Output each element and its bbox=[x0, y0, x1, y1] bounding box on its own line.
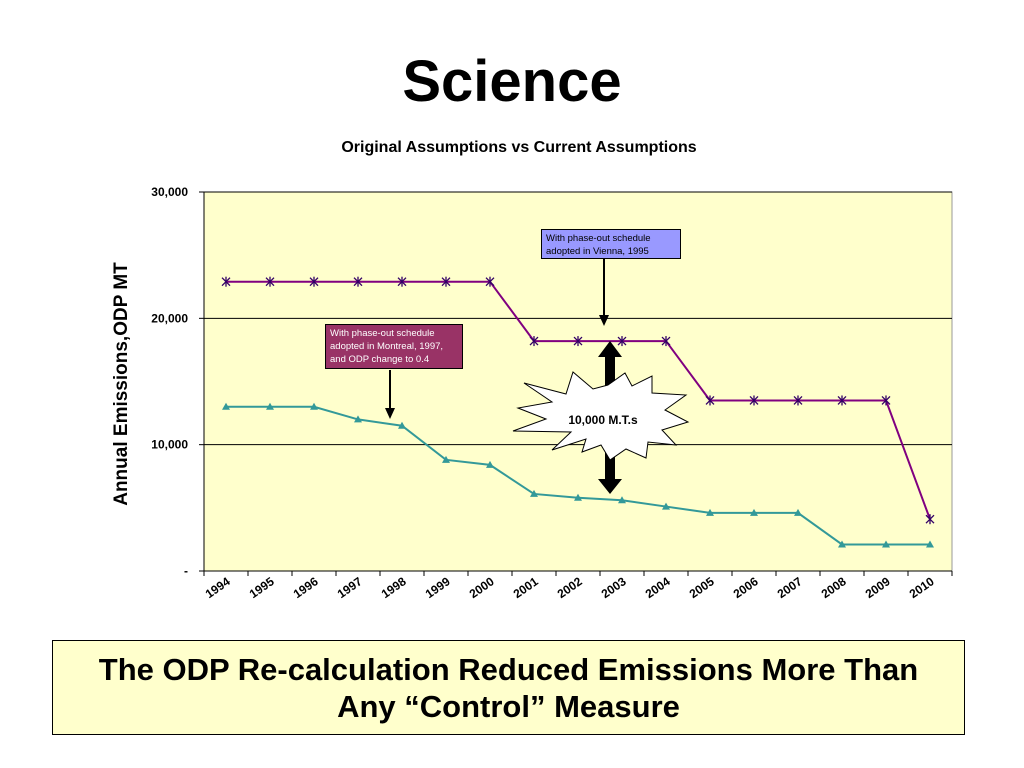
series-0-point-2005 bbox=[705, 395, 715, 406]
series-1-point-2009 bbox=[882, 540, 890, 548]
series-0-point-2009 bbox=[881, 395, 891, 406]
series-0-point-2010 bbox=[925, 514, 935, 525]
series-1-point-1999 bbox=[442, 455, 450, 463]
x-tick-label-2002: 2002 bbox=[555, 574, 585, 601]
x-tick-label-1997: 1997 bbox=[335, 574, 365, 601]
y-tick-label-1: 10,000 bbox=[151, 438, 188, 452]
montreal-arrow bbox=[385, 370, 395, 419]
series-1-point-2004 bbox=[662, 502, 670, 510]
montreal-callout: With phase-out schedule adopted in Montr… bbox=[325, 324, 463, 369]
x-tick-label-2004: 2004 bbox=[643, 574, 673, 601]
x-tick-label-1995: 1995 bbox=[247, 574, 277, 601]
series-lines bbox=[221, 276, 935, 548]
montreal-arrow-head bbox=[385, 408, 395, 419]
series-0-point-2003 bbox=[617, 336, 627, 347]
y-tick-label-3: 30,000 bbox=[151, 185, 188, 199]
series-0-point-1994 bbox=[221, 276, 231, 287]
series-0-point-2000 bbox=[485, 276, 495, 287]
x-tick-label-2006: 2006 bbox=[731, 574, 761, 601]
series-0-point-1996 bbox=[309, 276, 319, 287]
y-tick-label-0: - bbox=[184, 564, 188, 578]
series-0-point-1995 bbox=[265, 276, 275, 287]
series-0-point-2006 bbox=[749, 395, 759, 406]
summary-box: The ODP Re-calculation Reduced Emissions… bbox=[52, 640, 965, 735]
series-1-point-2007 bbox=[794, 508, 802, 516]
gap-arrow-up bbox=[598, 341, 622, 386]
x-tick-label-2000: 2000 bbox=[467, 574, 497, 601]
summary-text: The ODP Re-calculation Reduced Emissions… bbox=[98, 651, 919, 724]
series-0-point-2002 bbox=[573, 336, 583, 347]
emissions-line-chart: Original Assumptions vs Current Assumpti… bbox=[111, 139, 953, 601]
x-tick-label-2008: 2008 bbox=[819, 574, 849, 601]
series-1-point-2006 bbox=[750, 508, 758, 516]
series-1-point-2002 bbox=[574, 493, 582, 501]
series-1-point-2001 bbox=[530, 489, 538, 497]
y-tick-label-2: 20,000 bbox=[151, 311, 188, 325]
series-1-point-2010 bbox=[926, 540, 934, 548]
series-1-point-1995 bbox=[266, 402, 274, 410]
series-0-point-2008 bbox=[837, 395, 847, 406]
y-axis-label: Annual Emissions,ODP MT bbox=[111, 262, 132, 506]
x-tick-label-2001: 2001 bbox=[511, 574, 541, 601]
series-1-point-1996 bbox=[310, 402, 318, 410]
gap-double-arrow bbox=[598, 341, 622, 494]
series-1-point-2003 bbox=[618, 496, 626, 504]
series-1 bbox=[222, 402, 934, 548]
x-tick-label-2010: 2010 bbox=[907, 574, 937, 601]
series-0-point-2007 bbox=[793, 395, 803, 406]
gap-arrow-down bbox=[598, 446, 622, 494]
series-1-point-1998 bbox=[398, 421, 406, 429]
chart-title: Original Assumptions vs Current Assumpti… bbox=[341, 139, 696, 156]
series-1-point-1997 bbox=[354, 415, 362, 423]
axes bbox=[199, 191, 953, 576]
series-0-point-1999 bbox=[441, 276, 451, 287]
x-tick-label-1998: 1998 bbox=[379, 574, 409, 601]
vienna-callout: With phase-out schedule adopted in Vienn… bbox=[541, 229, 681, 259]
series-0-point-1998 bbox=[397, 276, 407, 287]
slide-title: Science bbox=[402, 49, 622, 114]
y-tick-labels: - 10,000 20,000 30,000 bbox=[151, 185, 188, 578]
starburst-shape bbox=[512, 371, 690, 461]
series-1-point-2000 bbox=[486, 460, 494, 468]
x-tick-label-2007: 2007 bbox=[775, 574, 805, 601]
series-0-point-2001 bbox=[529, 336, 539, 347]
vienna-arrow-head bbox=[599, 315, 609, 326]
x-tick-labels: 1994 1995 1996 1997 1998 1999 2000 2001 2002 2003… bbox=[203, 574, 937, 601]
x-tick-label-1999: 1999 bbox=[423, 574, 453, 601]
series-1-point-1994 bbox=[222, 402, 230, 410]
starburst-label: 10,000 M.T.s bbox=[568, 413, 638, 427]
x-tick-label-2009: 2009 bbox=[863, 574, 893, 601]
gridlines bbox=[204, 191, 952, 446]
annotation-arrows bbox=[385, 259, 622, 494]
series-1-point-2008 bbox=[838, 540, 846, 548]
x-tick-label-2005: 2005 bbox=[687, 574, 717, 601]
x-tick-label-1994: 1994 bbox=[203, 574, 233, 601]
series-0-point-1997 bbox=[353, 276, 363, 287]
series-1-point-2005 bbox=[706, 508, 714, 516]
x-tick-label-2003: 2003 bbox=[599, 574, 629, 601]
x-tick-label-1996: 1996 bbox=[291, 574, 321, 601]
gap-starburst: 10,000 M.T.s bbox=[512, 371, 690, 461]
series-0 bbox=[221, 276, 935, 525]
vienna-arrow bbox=[599, 259, 609, 326]
series-0-point-2004 bbox=[661, 336, 671, 347]
